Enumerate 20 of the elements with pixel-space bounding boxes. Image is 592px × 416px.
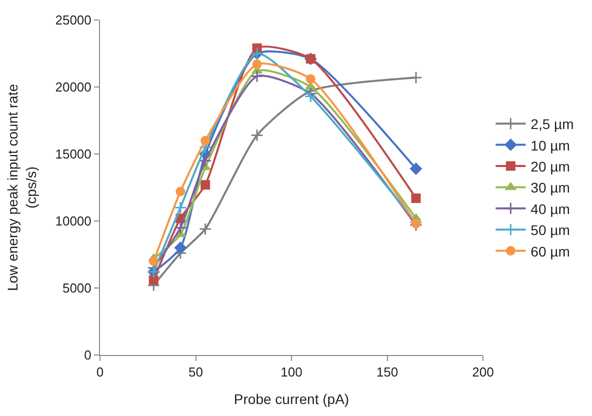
y-tick-label: 25000	[55, 12, 92, 28]
x-tick-label: 100	[280, 364, 302, 380]
legend-label: 10 µm	[530, 137, 570, 154]
y-tick-label: 0	[84, 348, 92, 363]
y-tick-label: 15000	[55, 146, 92, 162]
y-tick-label: 20000	[55, 80, 92, 95]
y-tick-label: 5000	[62, 280, 92, 296]
legend-label: 20 µm	[530, 158, 570, 174]
legend-label: 50 µm	[530, 222, 570, 238]
x-tick-label: 200	[472, 364, 494, 380]
x-tick-label: 150	[376, 364, 398, 380]
y-tick-label: 10000	[55, 214, 92, 229]
x-tick-label: 50	[188, 364, 203, 380]
x-tick-label: 0	[96, 364, 104, 380]
legend-label: 40 µm	[530, 200, 570, 217]
legend-label: 60 µm	[530, 243, 570, 260]
x-axis-title: Probe current (pA)	[234, 390, 350, 407]
legend-label: 2,5 µm	[530, 116, 574, 132]
y-axis-title: Low energy peak input count rate (cps/s)	[4, 84, 39, 292]
legend-label: 30 µm	[530, 180, 570, 196]
